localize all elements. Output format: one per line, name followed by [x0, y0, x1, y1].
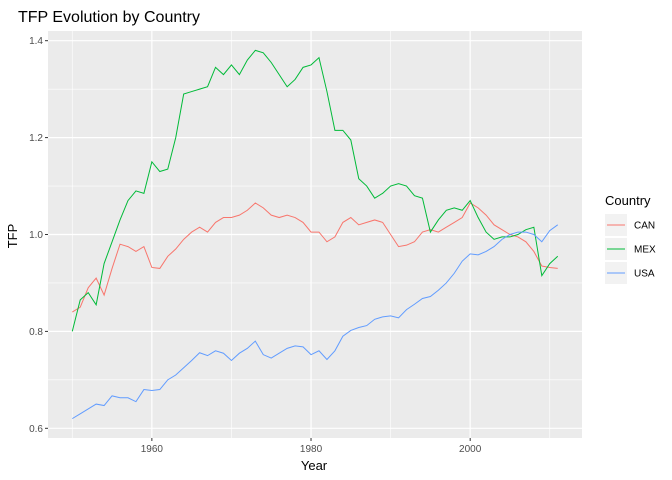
y-tick-label: 1.4: [29, 36, 43, 47]
y-tick-label: 0.8: [29, 327, 43, 338]
y-tick-label: 0.6: [29, 424, 43, 435]
y-tick-label: 1.2: [29, 133, 43, 144]
series-line-mex: [71, 49, 559, 332]
legend-label-usa: USA: [634, 269, 655, 280]
legend-label-can: CAN: [634, 221, 655, 232]
chart-title: TFP Evolution by Country: [18, 9, 200, 26]
x-axis-ticks: 1960 1980 2000: [141, 438, 482, 455]
legend-title: Country: [605, 193, 651, 208]
series-line-usa: [72, 224, 559, 420]
y-axis-title: TFP: [5, 224, 20, 249]
y-axis-ticks: 0.6 0.8 1.0 1.2 1.4: [29, 36, 48, 435]
major-gridlines: [48, 31, 582, 438]
legend: Country CAN MEX USA: [605, 193, 656, 284]
y-tick-label: 1.0: [29, 230, 43, 241]
x-tick-label: 2000: [459, 444, 482, 455]
series-line-can: [72, 202, 558, 313]
series-lines: [71, 49, 559, 420]
x-tick-label: 1960: [141, 444, 164, 455]
x-tick-label: 1980: [300, 444, 323, 455]
legend-label-mex: MEX: [634, 245, 656, 256]
x-axis-title: Year: [301, 458, 328, 473]
